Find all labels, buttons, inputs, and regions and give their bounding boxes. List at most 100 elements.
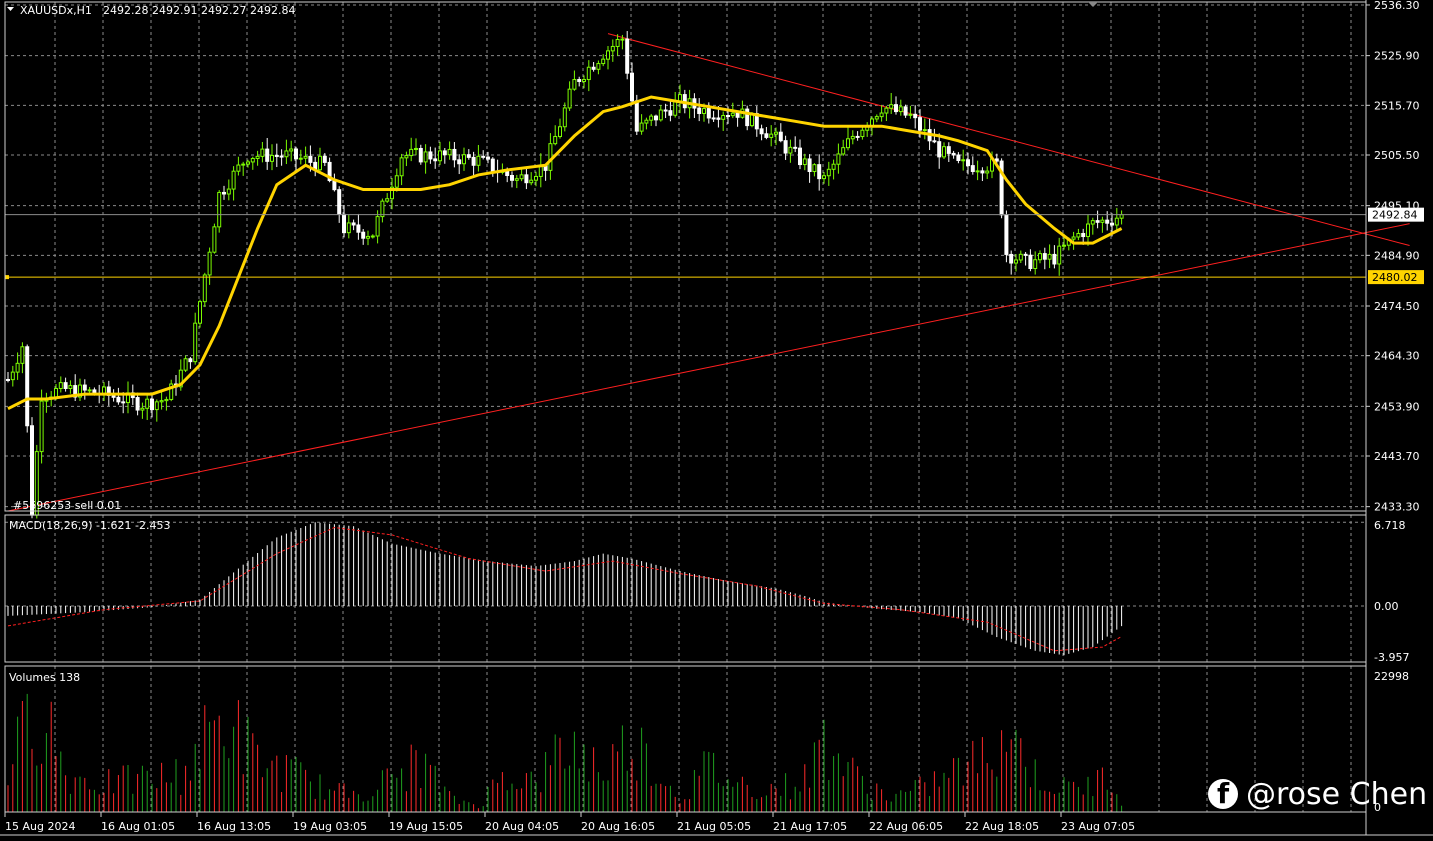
candle[interactable] <box>476 144 481 172</box>
candle[interactable] <box>500 163 505 175</box>
candle[interactable] <box>985 166 990 179</box>
candle[interactable] <box>802 153 807 171</box>
candle[interactable] <box>745 105 750 131</box>
candle[interactable] <box>1009 250 1014 275</box>
trendline-2[interactable] <box>7 223 1410 512</box>
candle[interactable] <box>774 127 778 146</box>
candle[interactable] <box>793 136 798 153</box>
candle[interactable] <box>769 125 774 147</box>
candle[interactable] <box>313 156 318 177</box>
candle[interactable] <box>433 147 438 169</box>
price-level-lines[interactable] <box>5 214 1366 280</box>
candle[interactable] <box>385 193 390 203</box>
candle[interactable] <box>889 92 894 114</box>
candle[interactable] <box>879 105 884 122</box>
candle[interactable] <box>1057 237 1062 276</box>
candle[interactable] <box>164 396 169 411</box>
candle[interactable] <box>841 139 846 156</box>
candle[interactable] <box>318 147 322 173</box>
candle[interactable] <box>1028 249 1033 272</box>
candle[interactable] <box>116 387 121 405</box>
candle[interactable] <box>788 139 793 163</box>
candle[interactable] <box>826 161 831 186</box>
price-level-handle[interactable] <box>5 275 9 280</box>
candle[interactable] <box>135 392 140 416</box>
candle[interactable] <box>606 46 610 70</box>
candlesticks[interactable] <box>6 31 1124 519</box>
candle[interactable] <box>366 230 370 246</box>
candle[interactable] <box>1052 245 1057 269</box>
candle[interactable] <box>865 122 870 137</box>
candle[interactable] <box>121 392 126 414</box>
candle[interactable] <box>999 158 1004 219</box>
candle[interactable] <box>404 151 409 167</box>
candle[interactable] <box>231 166 236 201</box>
candle[interactable] <box>711 110 716 122</box>
candle[interactable] <box>524 168 529 190</box>
candle[interactable] <box>562 102 567 132</box>
candle[interactable] <box>1114 207 1119 231</box>
candle[interactable] <box>342 205 346 238</box>
candle[interactable] <box>956 152 961 164</box>
candle[interactable] <box>486 151 490 164</box>
candle[interactable] <box>764 127 769 140</box>
candle[interactable] <box>894 96 898 115</box>
price-scroll-marker[interactable] <box>1088 2 1098 7</box>
order-label[interactable]: #5696253 sell 0.01 <box>13 499 121 512</box>
candle[interactable] <box>903 104 908 118</box>
candle[interactable] <box>639 114 644 135</box>
candle[interactable] <box>591 62 596 72</box>
candle[interactable] <box>375 210 380 244</box>
candle[interactable] <box>442 148 447 164</box>
candle[interactable] <box>78 378 82 401</box>
candle[interactable] <box>970 156 975 175</box>
candle[interactable] <box>236 156 241 176</box>
candle[interactable] <box>884 105 889 121</box>
candle[interactable] <box>452 142 457 168</box>
candle[interactable] <box>25 344 30 433</box>
candle[interactable] <box>351 219 356 231</box>
candle[interactable] <box>289 140 294 162</box>
candle[interactable] <box>399 153 404 186</box>
candle[interactable] <box>418 144 423 165</box>
candle[interactable] <box>337 186 342 223</box>
candle[interactable] <box>481 150 486 160</box>
candle[interactable] <box>140 402 145 419</box>
candle[interactable] <box>126 381 130 414</box>
candle[interactable] <box>831 159 836 180</box>
candle[interactable] <box>908 105 913 119</box>
candle[interactable] <box>145 394 150 420</box>
candle[interactable] <box>58 376 63 393</box>
candle[interactable] <box>817 154 822 191</box>
candle[interactable] <box>279 149 284 166</box>
candle[interactable] <box>457 154 462 175</box>
candle[interactable] <box>217 190 222 233</box>
candle[interactable] <box>529 172 534 186</box>
candle[interactable] <box>198 299 202 328</box>
candle[interactable] <box>586 60 591 92</box>
candle[interactable] <box>510 171 514 188</box>
candle[interactable] <box>836 143 841 174</box>
candle[interactable] <box>822 172 826 184</box>
chevron-down-icon[interactable] <box>7 7 14 11</box>
candle[interactable] <box>409 137 414 162</box>
candle[interactable] <box>1047 244 1052 269</box>
candle[interactable] <box>798 139 802 170</box>
candle[interactable] <box>159 389 164 410</box>
candle[interactable] <box>735 111 740 127</box>
candle[interactable] <box>620 34 625 50</box>
candle[interactable] <box>1004 210 1009 263</box>
candle[interactable] <box>548 133 553 180</box>
candle[interactable] <box>294 146 298 171</box>
candle[interactable] <box>193 312 198 365</box>
candle[interactable] <box>754 106 759 137</box>
candle[interactable] <box>1105 211 1110 231</box>
candle[interactable] <box>538 153 543 188</box>
candle[interactable] <box>1100 216 1105 233</box>
candle[interactable] <box>721 111 726 131</box>
candle[interactable] <box>322 153 327 167</box>
candle[interactable] <box>255 150 260 166</box>
candle[interactable] <box>68 380 73 394</box>
candle[interactable] <box>250 156 255 170</box>
candle[interactable] <box>1095 210 1100 229</box>
